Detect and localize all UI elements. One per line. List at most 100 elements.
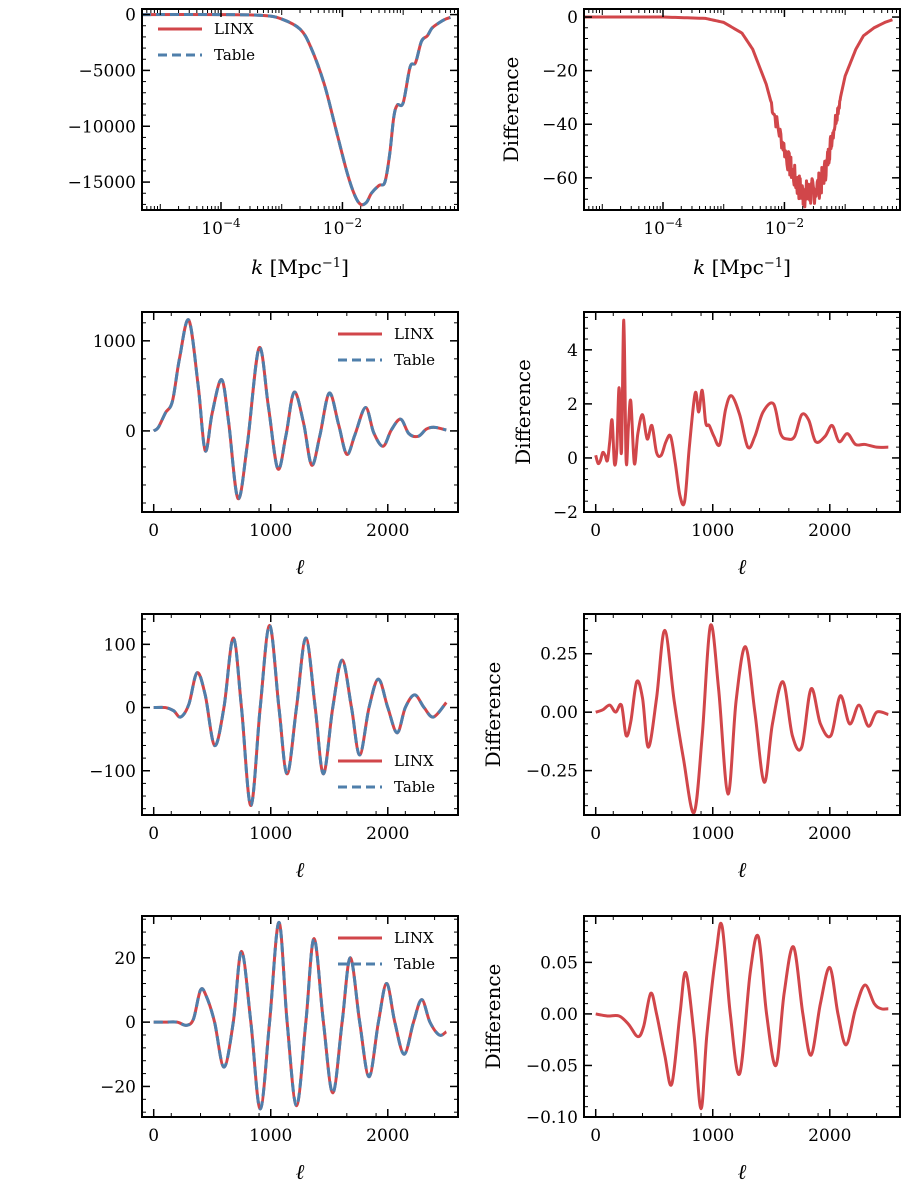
xtick-label: 1000 <box>249 824 292 844</box>
xlabel: k [Mpc−1] <box>693 255 791 279</box>
xlabel: ℓ <box>738 555 747 579</box>
xlabel: ℓ <box>296 858 305 882</box>
xtick-label: 2000 <box>808 521 851 541</box>
axes-frame <box>141 915 459 1118</box>
legend-label-linx: LINX <box>394 325 434 343</box>
ylabel: Difference <box>499 57 523 163</box>
xlabel: ℓ <box>738 1160 747 1184</box>
ytick-label: 0.00 <box>540 1005 578 1025</box>
xtick-label: 2000 <box>366 824 409 844</box>
ytick-label: −20 <box>542 62 578 82</box>
axes-frame <box>583 8 901 211</box>
ytick-label: 0 <box>125 422 136 442</box>
xtick-label: 2000 <box>366 1126 409 1146</box>
axes-frame <box>583 613 901 816</box>
xtick-label: 0 <box>590 521 601 541</box>
series-table-ee-main <box>153 920 448 1111</box>
ytick-label: 0.05 <box>540 953 578 973</box>
ytick-label: −2 <box>553 503 578 523</box>
ytick-label: 0 <box>125 6 136 26</box>
series-linx-tt-diff <box>594 318 889 507</box>
ytick-label: −100 <box>89 762 136 782</box>
xlabel: ℓ <box>296 555 305 579</box>
xtick-label: 1000 <box>691 521 734 541</box>
series-table-tt-main <box>152 318 447 501</box>
xtick-label: 10−2 <box>323 216 362 239</box>
series-linx-pk-main <box>142 13 451 207</box>
axes-frame <box>141 613 459 816</box>
legend: LINX Table <box>158 20 255 64</box>
xtick-label: 10−4 <box>643 216 683 239</box>
ylabel: Difference <box>481 662 505 768</box>
series-linx-te-diff <box>595 623 889 815</box>
legend-label-linx: LINX <box>214 20 254 38</box>
ytick-label: −20 <box>100 1077 136 1097</box>
panel-tt-diff: 0 1000 2000 −2 0 2 4 ℓ Difference <box>511 311 901 579</box>
xtick-label: 0 <box>148 824 159 844</box>
ytick-label: −40 <box>542 115 578 135</box>
legend-label-table: Table <box>394 351 435 369</box>
ytick-label: 4 <box>567 341 578 361</box>
panel-te-diff: 0 1000 2000 −0.25 0.00 0.25 ℓ Difference <box>481 613 901 882</box>
ytick-label: −15000 <box>68 173 136 193</box>
xtick-label: 0 <box>148 521 159 541</box>
series-table-te-main <box>153 623 448 808</box>
xtick-label: 0 <box>148 1126 159 1146</box>
ytick-label: −0.25 <box>526 762 578 782</box>
series-table-pk-main <box>142 13 451 207</box>
ytick-label: 0.25 <box>540 645 578 665</box>
xlabel: k [Mpc−1] <box>251 255 349 279</box>
xtick-label: 0 <box>590 824 601 844</box>
axes-frame <box>583 311 901 513</box>
panel-pk-diff: 10−4 10−2 0 −20 −40 −60 k [Mpc−1] Difference <box>499 8 901 279</box>
ytick-label: 0.00 <box>540 703 578 723</box>
ytick-label: −5000 <box>78 61 136 81</box>
xtick-label: 1000 <box>249 521 292 541</box>
legend-label-linx: LINX <box>394 752 434 770</box>
ytick-label: −10000 <box>68 117 136 137</box>
xtick-label: 10−2 <box>765 216 804 239</box>
axes-frame <box>141 311 459 513</box>
legend-label-table: Table <box>214 46 255 64</box>
xtick-label: 1000 <box>691 1126 734 1146</box>
axes-frame <box>583 915 901 1118</box>
xtick-label: 2000 <box>808 1126 851 1146</box>
ytick-label: 0 <box>125 699 136 719</box>
xtick-label: 10−4 <box>201 216 241 239</box>
ytick-label: 0 <box>567 8 578 28</box>
ytick-label: 20 <box>114 949 136 969</box>
legend-label-table: Table <box>394 778 435 796</box>
legend: LINX Table <box>338 929 435 973</box>
series-linx-pk-diff <box>584 15 894 209</box>
ytick-label: −0.10 <box>526 1108 578 1128</box>
legend-label-linx: LINX <box>394 929 434 947</box>
ytick-label: 1000 <box>93 332 136 352</box>
ytick-label: −60 <box>542 169 578 189</box>
xtick-label: 2000 <box>808 824 851 844</box>
ytick-label: 0 <box>125 1013 136 1033</box>
xtick-label: 1000 <box>249 1126 292 1146</box>
xtick-label: 0 <box>590 1126 601 1146</box>
ylabel: Difference <box>481 964 505 1070</box>
xlabel: ℓ <box>296 1160 305 1184</box>
series-linx-tt-main <box>152 318 447 501</box>
ytick-label: 0 <box>567 449 578 469</box>
axes-frame <box>141 8 459 211</box>
ylabel: Difference <box>511 359 535 465</box>
panel-tt-main: 01000200001000ℓℓ(ℓ+1)2π∂C_ℓ^TT∂ log N_ef… <box>93 311 459 579</box>
legend-label-table: Table <box>394 955 435 973</box>
series-linx-ee-diff <box>595 921 889 1111</box>
ytick-label: 100 <box>104 635 136 655</box>
ytick-label: 2 <box>567 395 578 415</box>
ytick-label: −0.05 <box>526 1056 578 1076</box>
xlabel: ℓ <box>738 858 747 882</box>
xtick-label: 1000 <box>691 824 734 844</box>
legend: LINX Table <box>338 325 435 369</box>
legend: LINX Table <box>338 752 435 796</box>
xtick-label: 2000 <box>366 521 409 541</box>
panel-ee-diff: 0 1000 2000 −0.10 −0.05 0.00 0.05 ℓ Difference <box>481 915 901 1184</box>
